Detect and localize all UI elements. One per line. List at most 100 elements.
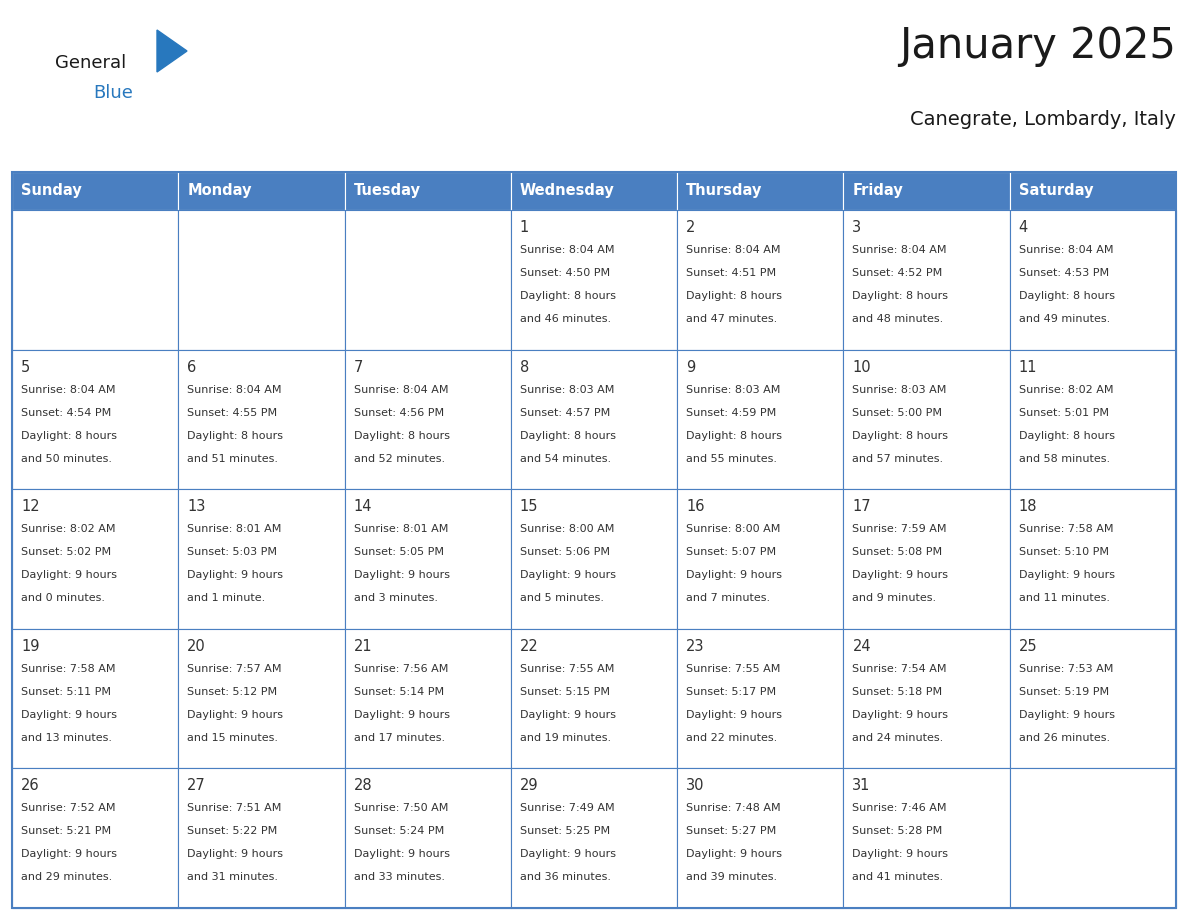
Text: and 47 minutes.: and 47 minutes. [687,314,777,324]
Polygon shape [157,30,187,72]
Bar [178,489,345,629]
Text: 7: 7 [354,360,364,375]
Text: Sunset: 5:06 PM: Sunset: 5:06 PM [520,547,609,557]
Text: 21: 21 [354,639,372,654]
Text: and 50 minutes.: and 50 minutes. [21,453,112,464]
Text: 16: 16 [687,499,704,514]
Text: and 33 minutes.: and 33 minutes. [354,872,444,882]
Text: 18: 18 [1019,499,1037,514]
Text: Sunset: 4:57 PM: Sunset: 4:57 PM [520,408,611,418]
Text: Sunset: 5:03 PM: Sunset: 5:03 PM [188,547,277,557]
Text: Sunset: 4:53 PM: Sunset: 4:53 PM [1019,268,1108,278]
Bar [1010,210,1176,350]
Bar [511,629,677,768]
Text: Sunrise: 7:48 AM: Sunrise: 7:48 AM [687,803,781,813]
Text: Sunset: 4:54 PM: Sunset: 4:54 PM [21,408,112,418]
Bar [1010,768,1176,908]
Bar [345,210,511,350]
Text: and 24 minutes.: and 24 minutes. [853,733,943,743]
Text: Daylight: 9 hours: Daylight: 9 hours [687,570,782,580]
Bar [178,768,345,908]
Text: Sunrise: 7:57 AM: Sunrise: 7:57 AM [188,664,282,674]
Text: Sunrise: 8:04 AM: Sunrise: 8:04 AM [1019,245,1113,255]
Text: and 3 minutes.: and 3 minutes. [354,593,437,603]
Text: Sunrise: 7:49 AM: Sunrise: 7:49 AM [520,803,614,813]
Text: Sunrise: 7:46 AM: Sunrise: 7:46 AM [853,803,947,813]
Text: Sunset: 4:55 PM: Sunset: 4:55 PM [188,408,278,418]
Text: Friday: Friday [853,184,903,198]
Text: and 39 minutes.: and 39 minutes. [687,872,777,882]
Text: Sunset: 5:05 PM: Sunset: 5:05 PM [354,547,443,557]
Text: Sunset: 5:10 PM: Sunset: 5:10 PM [1019,547,1108,557]
Text: and 31 minutes.: and 31 minutes. [188,872,278,882]
Text: Daylight: 9 hours: Daylight: 9 hours [687,849,782,859]
Text: Monday: Monday [188,184,252,198]
Text: Sunset: 5:15 PM: Sunset: 5:15 PM [520,687,609,697]
Text: January 2025: January 2025 [899,25,1176,67]
Bar [843,350,1010,489]
Bar [843,210,1010,350]
Text: 2: 2 [687,220,695,235]
Text: Daylight: 9 hours: Daylight: 9 hours [188,710,283,720]
Bar [511,350,677,489]
Text: 23: 23 [687,639,704,654]
Bar [345,172,511,210]
Text: Sunset: 5:19 PM: Sunset: 5:19 PM [1019,687,1108,697]
Text: Daylight: 9 hours: Daylight: 9 hours [21,710,116,720]
Text: Daylight: 8 hours: Daylight: 8 hours [853,431,948,441]
Text: Sunrise: 8:04 AM: Sunrise: 8:04 AM [21,385,115,395]
Text: Sunset: 5:21 PM: Sunset: 5:21 PM [21,826,112,836]
Text: 8: 8 [520,360,529,375]
Text: 22: 22 [520,639,538,654]
Text: Sunrise: 8:04 AM: Sunrise: 8:04 AM [188,385,282,395]
Bar [178,210,345,350]
Text: 13: 13 [188,499,206,514]
Text: and 26 minutes.: and 26 minutes. [1019,733,1110,743]
Text: Sunrise: 8:01 AM: Sunrise: 8:01 AM [354,524,448,534]
Text: 31: 31 [853,778,871,793]
Text: and 29 minutes.: and 29 minutes. [21,872,112,882]
Text: Sunrise: 7:55 AM: Sunrise: 7:55 AM [520,664,614,674]
Text: 24: 24 [853,639,871,654]
Bar [12,489,178,629]
Text: and 15 minutes.: and 15 minutes. [188,733,278,743]
Text: Sunrise: 7:55 AM: Sunrise: 7:55 AM [687,664,781,674]
Bar [12,768,178,908]
Text: Sunrise: 8:00 AM: Sunrise: 8:00 AM [687,524,781,534]
Bar [178,629,345,768]
Text: Sunrise: 7:56 AM: Sunrise: 7:56 AM [354,664,448,674]
Text: and 9 minutes.: and 9 minutes. [853,593,936,603]
Bar [677,489,843,629]
Text: Sunset: 5:22 PM: Sunset: 5:22 PM [188,826,278,836]
Text: Sunset: 4:50 PM: Sunset: 4:50 PM [520,268,609,278]
Text: 27: 27 [188,778,206,793]
Text: Sunday: Sunday [21,184,82,198]
Text: Sunrise: 8:03 AM: Sunrise: 8:03 AM [520,385,614,395]
Text: and 49 minutes.: and 49 minutes. [1019,314,1110,324]
Text: Sunrise: 7:58 AM: Sunrise: 7:58 AM [21,664,115,674]
Text: Sunset: 5:25 PM: Sunset: 5:25 PM [520,826,609,836]
Bar [677,210,843,350]
Text: Sunset: 5:00 PM: Sunset: 5:00 PM [853,408,942,418]
Text: 26: 26 [21,778,39,793]
Text: Daylight: 9 hours: Daylight: 9 hours [188,570,283,580]
Text: Daylight: 9 hours: Daylight: 9 hours [853,849,948,859]
Text: Sunset: 5:01 PM: Sunset: 5:01 PM [1019,408,1108,418]
Bar [1010,350,1176,489]
Bar [677,350,843,489]
Text: and 0 minutes.: and 0 minutes. [21,593,105,603]
Bar [843,172,1010,210]
Text: Daylight: 8 hours: Daylight: 8 hours [853,291,948,301]
Text: 19: 19 [21,639,39,654]
Text: and 57 minutes.: and 57 minutes. [853,453,943,464]
Text: Sunset: 5:11 PM: Sunset: 5:11 PM [21,687,110,697]
Text: Daylight: 9 hours: Daylight: 9 hours [354,570,449,580]
Text: Daylight: 9 hours: Daylight: 9 hours [354,710,449,720]
Text: 6: 6 [188,360,196,375]
Bar [511,210,677,350]
Text: 3: 3 [853,220,861,235]
Text: Sunrise: 7:50 AM: Sunrise: 7:50 AM [354,803,448,813]
Text: Sunset: 5:28 PM: Sunset: 5:28 PM [853,826,943,836]
Text: Sunset: 4:52 PM: Sunset: 4:52 PM [853,268,943,278]
Text: Sunset: 5:02 PM: Sunset: 5:02 PM [21,547,112,557]
